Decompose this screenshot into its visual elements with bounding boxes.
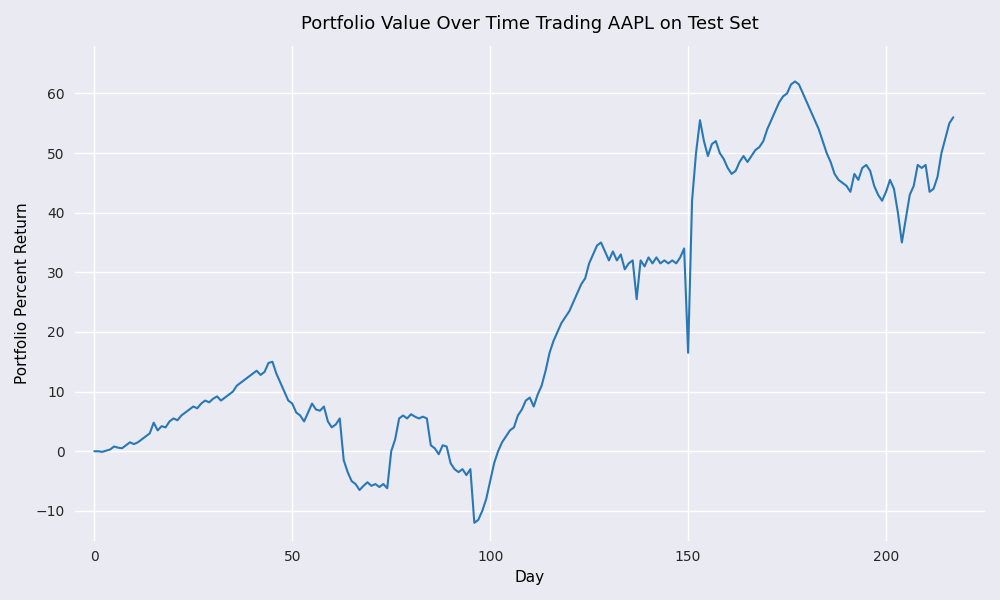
X-axis label: Day: Day	[515, 570, 545, 585]
Title: Portfolio Value Over Time Trading AAPL on Test Set: Portfolio Value Over Time Trading AAPL o…	[301, 15, 759, 33]
Y-axis label: Portfolio Percent Return: Portfolio Percent Return	[15, 202, 30, 384]
